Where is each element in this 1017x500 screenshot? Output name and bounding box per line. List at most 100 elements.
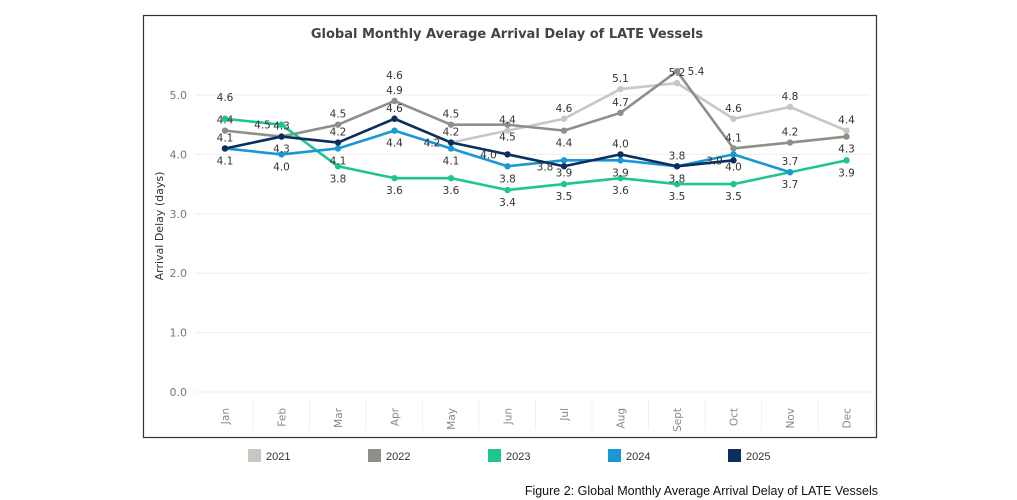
data-label-2025: 4.1 xyxy=(217,132,234,144)
data-point-2025[interactable] xyxy=(504,151,511,158)
legend-label: 2024 xyxy=(626,451,650,463)
data-point-2023[interactable] xyxy=(843,157,850,164)
data-point-2023[interactable] xyxy=(673,180,681,188)
data-label-2023: 3.7 xyxy=(782,179,799,191)
data-label-2024: 3.9 xyxy=(556,167,573,179)
data-point-2022[interactable] xyxy=(673,68,681,75)
data-label-2023: 3.8 xyxy=(330,173,347,185)
y-tick-label: 1.0 xyxy=(170,327,188,340)
data-point-2025[interactable] xyxy=(278,133,285,140)
y-tick-label: 2.0 xyxy=(170,267,188,280)
data-point-2022[interactable] xyxy=(221,127,229,134)
data-label-2024: 4.4 xyxy=(386,138,403,150)
data-point-2021[interactable] xyxy=(843,127,850,134)
data-label-2022: 4.2 xyxy=(782,127,799,139)
data-point-2022[interactable] xyxy=(560,127,568,134)
data-label-2024: 4.1 xyxy=(330,155,347,167)
x-tick-label: Oct xyxy=(729,408,741,426)
data-label-2022: 4.1 xyxy=(725,132,742,144)
x-tick-label: Jun xyxy=(503,408,515,425)
data-point-2025[interactable] xyxy=(673,163,681,170)
data-label-2025: 4.2 xyxy=(330,127,347,139)
data-label-2022: 4.3 xyxy=(838,144,855,156)
data-label-2022: 4.3 xyxy=(273,121,290,133)
data-point-2023[interactable] xyxy=(617,174,624,182)
data-label-2022: 4.4 xyxy=(217,115,234,127)
legend-swatch-2021 xyxy=(248,449,261,462)
data-point-2025[interactable] xyxy=(617,151,624,158)
data-label-2021: 5.1 xyxy=(612,73,629,85)
data-point-2022[interactable] xyxy=(504,121,511,128)
data-point-2023[interactable] xyxy=(560,180,568,188)
data-point-2022[interactable] xyxy=(334,121,342,128)
data-point-2024[interactable] xyxy=(391,127,398,134)
data-point-2022[interactable] xyxy=(447,121,455,128)
data-label-2022: 5.4 xyxy=(688,66,705,78)
data-label-2024: 3.8 xyxy=(669,173,686,185)
data-point-2022[interactable] xyxy=(843,133,850,140)
data-point-2024[interactable] xyxy=(560,157,568,164)
data-point-2021[interactable] xyxy=(786,103,794,111)
data-point-2024[interactable] xyxy=(334,145,342,152)
data-label-2021: 5.2 xyxy=(669,67,686,79)
data-point-2025[interactable] xyxy=(730,157,737,164)
data-label-2023: 4.6 xyxy=(217,92,234,104)
x-tick-label: Nov xyxy=(785,408,797,429)
data-label-2021: 4.6 xyxy=(556,103,573,115)
data-point-2023[interactable] xyxy=(391,174,398,182)
data-point-2021[interactable] xyxy=(560,115,568,122)
data-point-2021[interactable] xyxy=(617,85,624,93)
data-label-2021: 4.4 xyxy=(838,115,855,127)
data-label-2022: 4.9 xyxy=(386,85,403,97)
x-tick-label: Feb xyxy=(277,408,289,427)
legend-swatch-2025 xyxy=(728,449,741,462)
data-label-2023: 3.5 xyxy=(669,191,686,203)
data-point-2023[interactable] xyxy=(221,115,229,122)
x-tick-label: Sept xyxy=(672,408,684,432)
data-point-2023[interactable] xyxy=(278,121,285,128)
data-label-2023: 4.5 xyxy=(254,120,271,132)
data-point-2022[interactable] xyxy=(786,139,794,146)
series-line-2025 xyxy=(224,117,734,168)
data-label-2022: 4.7 xyxy=(612,97,629,109)
data-point-2023[interactable] xyxy=(730,180,737,188)
data-point-2022[interactable] xyxy=(391,97,398,105)
data-point-2024[interactable] xyxy=(730,151,737,158)
data-point-2023[interactable] xyxy=(447,174,455,182)
x-tick-label: May xyxy=(446,408,458,430)
data-point-2025[interactable] xyxy=(221,145,229,152)
chart-title: Global Monthly Average Arrival Delay of … xyxy=(311,27,704,42)
data-point-2022[interactable] xyxy=(730,145,737,152)
data-point-2021[interactable] xyxy=(673,79,681,87)
data-point-2024[interactable] xyxy=(278,151,285,158)
data-point-2025[interactable] xyxy=(560,163,568,170)
data-label-2024: 4.1 xyxy=(443,155,460,167)
data-label-2024: 4.0 xyxy=(273,161,290,173)
data-label-2024: 3.9 xyxy=(612,167,629,179)
data-point-2024[interactable] xyxy=(504,163,511,170)
legend-label: 2025 xyxy=(746,451,770,463)
data-point-2022[interactable] xyxy=(617,109,624,117)
series-line-2023 xyxy=(224,117,847,192)
data-label-2023: 3.6 xyxy=(612,185,629,197)
data-label-2025: 3.8 xyxy=(537,161,554,173)
data-label-2021: 4.8 xyxy=(782,91,799,103)
data-label-2024: 4.0 xyxy=(725,161,742,173)
data-point-2025[interactable] xyxy=(391,115,398,122)
data-point-2024[interactable] xyxy=(617,157,624,164)
y-tick-label: 4.0 xyxy=(170,148,188,161)
x-tick-label: Aug xyxy=(616,408,628,429)
data-point-2023[interactable] xyxy=(334,163,342,170)
data-label-2021: 4.6 xyxy=(725,103,742,115)
data-point-2023[interactable] xyxy=(504,186,511,194)
data-label-2023: 3.6 xyxy=(386,185,403,197)
data-point-2025[interactable] xyxy=(447,139,455,146)
legend-label: 2023 xyxy=(506,451,530,463)
data-point-2021[interactable] xyxy=(730,115,737,122)
legend-label: 2022 xyxy=(386,451,410,463)
data-label-2024: 3.7 xyxy=(782,156,799,168)
data-point-2025[interactable] xyxy=(334,139,342,146)
data-point-2024[interactable] xyxy=(447,145,455,152)
data-point-2024[interactable] xyxy=(786,169,794,176)
data-point-2021[interactable] xyxy=(504,127,511,134)
